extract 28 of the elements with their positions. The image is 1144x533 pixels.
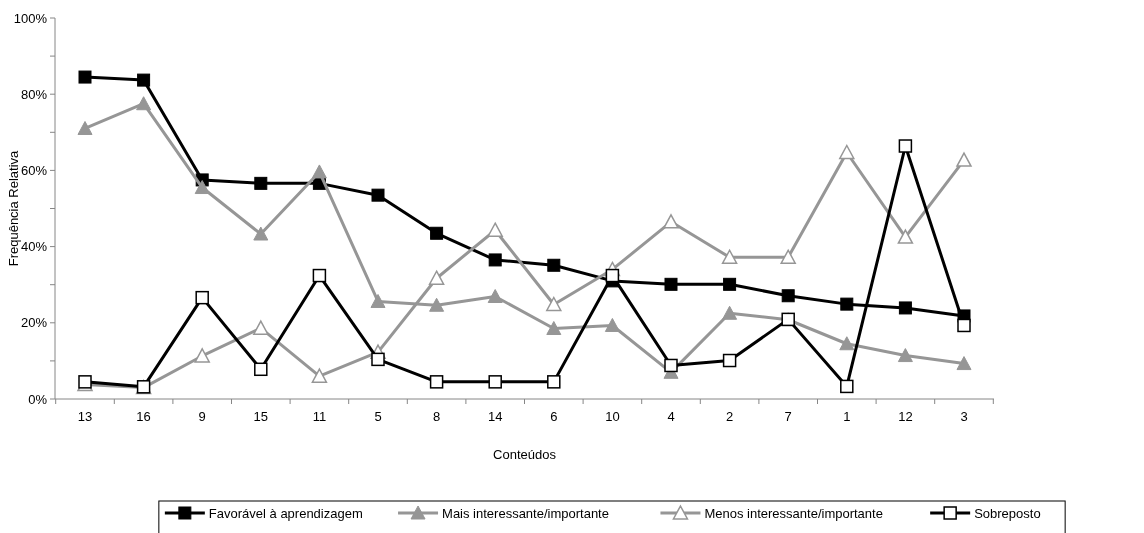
x-tick-label: 7 <box>784 409 792 424</box>
x-tick-label: 12 <box>898 409 913 424</box>
y-tick-label: 40% <box>20 239 48 255</box>
y-tick-label: 0% <box>28 391 48 407</box>
x-axis-title: Conteúdos <box>493 447 557 462</box>
x-tick-label: 6 <box>550 409 558 424</box>
legend-label: Mais interessante/importante <box>442 505 609 521</box>
y-tick-label: 20% <box>20 315 48 331</box>
x-tick-label: 4 <box>667 409 675 424</box>
x-tick-label: 15 <box>253 409 269 424</box>
x-tick-label: 16 <box>136 409 151 424</box>
legend-label: Favorável à aprendizagem <box>208 505 363 521</box>
legend-label: Menos interessante/importante <box>704 505 883 521</box>
y-axis-title: Frequência Relativa <box>6 149 21 267</box>
y-tick-label: 80% <box>20 86 48 102</box>
y-tick-label: 60% <box>20 162 48 178</box>
y-tick-label: 100% <box>13 10 48 26</box>
x-tick-label: 5 <box>374 409 382 424</box>
x-tick-label: 2 <box>725 409 734 424</box>
x-tick-label: 1 <box>843 409 851 424</box>
x-tick-label: 3 <box>960 409 968 424</box>
x-tick-label: 11 <box>312 409 327 424</box>
x-tick-label: 14 <box>487 409 503 424</box>
legend-label: Sobreposto <box>974 505 1041 521</box>
x-tick-label: 13 <box>77 409 93 424</box>
x-tick-label: 10 <box>605 409 620 424</box>
x-tick-label: 8 <box>432 409 441 424</box>
x-tick-label: 9 <box>198 409 206 424</box>
